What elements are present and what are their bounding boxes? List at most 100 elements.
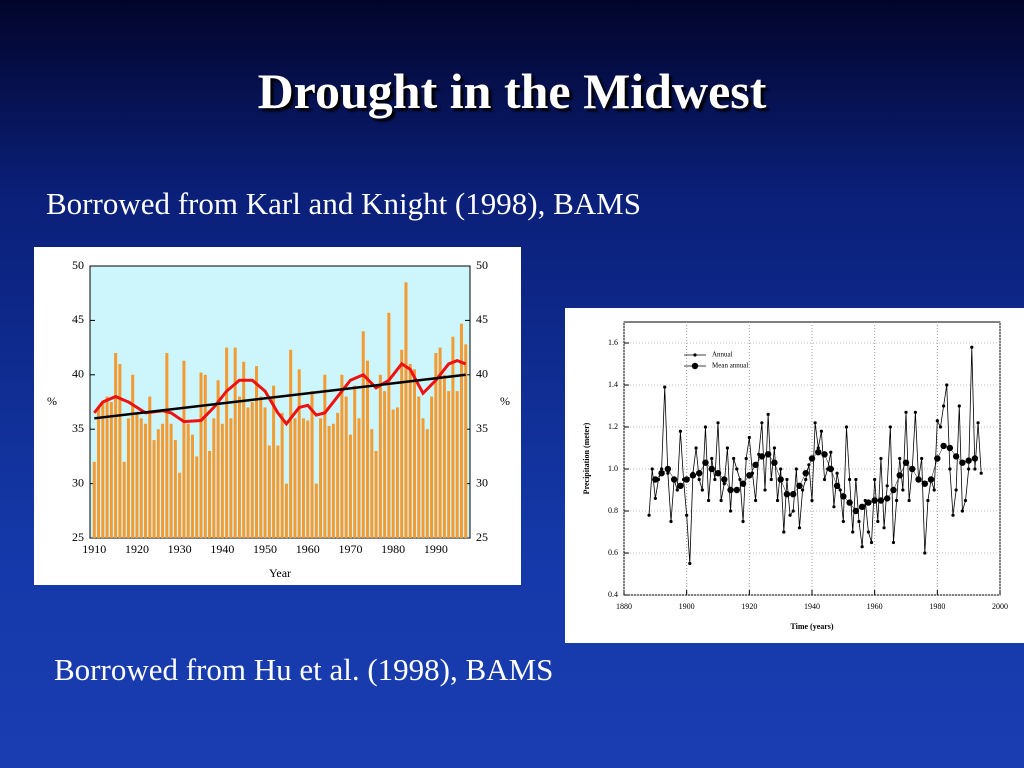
point (921, 480, 928, 487)
bar (173, 440, 177, 538)
point (670, 476, 678, 483)
point (794, 467, 798, 471)
bar (165, 353, 169, 538)
point (963, 498, 968, 503)
point (721, 476, 728, 483)
point (832, 505, 836, 509)
bar (327, 425, 331, 538)
bar (272, 385, 276, 538)
point (663, 385, 667, 389)
point (707, 498, 711, 503)
point (728, 509, 733, 513)
point (873, 477, 877, 482)
point (909, 465, 916, 473)
x-tick-label: 1980 (929, 602, 945, 611)
bar (361, 331, 365, 538)
point (890, 486, 897, 494)
point (722, 482, 726, 486)
point (696, 470, 703, 477)
bar (208, 450, 212, 538)
y2-tick-label: 35 (476, 421, 488, 435)
point (653, 496, 657, 500)
point (658, 470, 665, 477)
point (719, 498, 723, 503)
point (852, 507, 860, 515)
bar (131, 374, 135, 538)
point (763, 488, 767, 492)
point (647, 513, 651, 517)
point (783, 491, 791, 498)
bar (259, 396, 263, 538)
bar (404, 282, 408, 538)
point (920, 456, 924, 461)
point (797, 526, 802, 530)
bar (225, 347, 229, 538)
bar (301, 418, 305, 538)
point (954, 488, 958, 492)
point (827, 465, 834, 473)
point (739, 480, 747, 487)
point (702, 459, 709, 466)
point (710, 456, 714, 461)
point (951, 513, 955, 517)
caption: Borrowed from Karl and Knight (1998), BA… (46, 186, 641, 221)
point (732, 456, 736, 461)
legend-marker (691, 362, 699, 370)
bar (161, 423, 165, 538)
point (960, 509, 965, 513)
bar (306, 420, 310, 538)
y2-tick-label: 50 (476, 258, 488, 272)
point (896, 472, 903, 479)
point (703, 425, 708, 429)
x-tick-label: 1990 (424, 542, 448, 556)
bar (109, 402, 113, 538)
point (848, 477, 852, 482)
bar (203, 374, 207, 538)
point (697, 477, 701, 482)
legend-label: Mean annual (712, 362, 748, 370)
y-tick-label: 25 (72, 530, 84, 544)
point (796, 482, 803, 489)
y2-tick-label: 30 (476, 475, 488, 489)
point (801, 488, 805, 492)
y-tick-label: 50 (72, 258, 84, 272)
point (957, 404, 961, 408)
y-tick-label: 0.6 (608, 548, 618, 557)
point (901, 488, 905, 492)
point (932, 488, 936, 492)
bar (310, 391, 314, 538)
point (926, 498, 930, 503)
bar (430, 396, 434, 538)
point (788, 513, 792, 517)
point (934, 455, 941, 462)
x-tick-label: 1920 (125, 542, 149, 556)
bar (323, 374, 327, 538)
point (959, 459, 966, 466)
point (816, 446, 820, 450)
bar (400, 349, 404, 538)
point (882, 526, 886, 530)
point (971, 455, 979, 462)
point (888, 425, 892, 429)
point (979, 471, 983, 475)
point (790, 491, 797, 498)
bar (314, 483, 318, 538)
point (782, 530, 786, 534)
y-tick-label: 1.2 (608, 422, 618, 431)
bar (442, 374, 446, 538)
x-tick-label: 1960 (296, 542, 320, 556)
point (948, 467, 952, 471)
point (907, 498, 911, 503)
point (858, 503, 866, 510)
y-tick-label: 1.0 (608, 464, 618, 473)
point (666, 471, 670, 475)
bar (169, 423, 173, 538)
x-tick-label: 1920 (741, 602, 757, 611)
y-tick-label: 0.8 (608, 506, 618, 515)
bar (229, 418, 233, 538)
y2-tick-label: 45 (476, 312, 488, 326)
point (779, 467, 783, 471)
x-tick-label: 1900 (679, 602, 695, 611)
point (884, 495, 891, 502)
